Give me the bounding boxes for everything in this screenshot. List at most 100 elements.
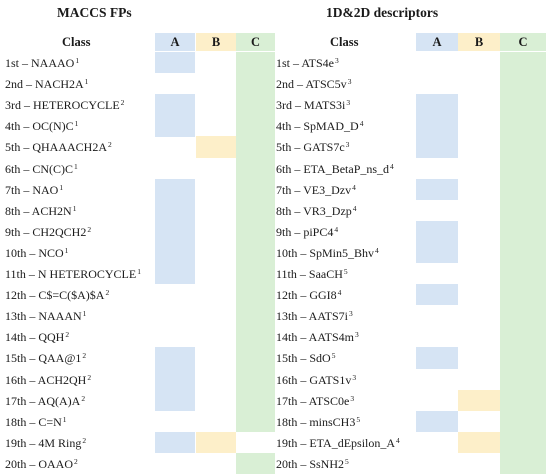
cell-c-marked	[236, 136, 275, 158]
class-label: 18th – C=N	[5, 414, 62, 429]
cell-c-marked	[500, 389, 546, 411]
cell-c-marked	[500, 431, 546, 454]
reference-superscript: 1	[64, 245, 69, 255]
class-label: 12th – C$=C($A)$A	[5, 288, 105, 303]
cell-a-marked	[155, 389, 195, 411]
cell-c-marked	[500, 94, 546, 116]
column-header-class: Class	[62, 35, 91, 49]
class-label: 6th – ETA_BetaP_ns_d	[276, 161, 390, 176]
cell-c-marked	[500, 199, 546, 222]
class-row: 14th – AATS4m3	[276, 327, 359, 347]
reference-superscript: 4	[390, 161, 394, 171]
reference-superscript: 5	[345, 456, 349, 466]
reference-superscript: 1	[137, 267, 141, 276]
reference-superscript: 1	[84, 77, 89, 87]
reference-superscript: 5	[331, 351, 336, 361]
reference-superscript: 4	[375, 245, 379, 255]
cell-c-marked	[236, 52, 275, 74]
cell-a-marked	[155, 52, 195, 74]
cell-c-marked	[500, 347, 546, 369]
class-row: 13th – AATS7i3	[276, 306, 353, 326]
cell-a-marked	[416, 178, 458, 200]
reference-superscript: 4	[396, 435, 400, 445]
class-row: 17th – AQ(A)A2	[5, 391, 85, 411]
class-row: 10th – SpMin5_Bhv4	[276, 243, 379, 263]
cell-c-marked	[500, 136, 546, 158]
class-label: 20th – SsNH2	[276, 456, 345, 471]
cell-c-marked	[236, 73, 275, 95]
cell-c-marked	[236, 347, 275, 369]
class-label: 2nd – NACH2A	[5, 77, 84, 92]
class-label: 9th – piPC4	[276, 224, 334, 239]
class-label: 16th – GATS1v	[276, 372, 352, 387]
class-label: 8th – VR3_Dzp	[276, 203, 352, 218]
reference-superscript: 4	[359, 119, 364, 129]
cell-c-marked	[236, 263, 275, 285]
cell-c-marked	[236, 220, 275, 243]
cell-c-marked	[500, 410, 546, 433]
cell-c-marked	[500, 263, 546, 285]
reference-superscript: 5	[356, 414, 361, 424]
cell-a-marked	[155, 199, 195, 222]
class-row: 14th – QQH2	[5, 327, 69, 347]
class-row: 3rd – MATS3i3	[276, 95, 350, 115]
class-label: 11th – N HETEROCYCLE	[5, 267, 137, 281]
class-row: 1st – ATS4e3	[276, 53, 339, 73]
cell-a-marked	[416, 284, 458, 306]
cell-c-marked	[236, 326, 275, 348]
class-row: 1st – NAAAO1	[5, 53, 79, 73]
class-label: 10th – NCO	[5, 245, 64, 260]
column-header-b: B	[458, 33, 500, 51]
cell-a-marked	[155, 115, 195, 137]
class-row: 10th – NCO1	[5, 243, 68, 263]
cell-c-marked	[236, 241, 275, 264]
class-label: 4th – SpMAD_D	[276, 119, 359, 134]
class-label: 6th – CN(C)C	[5, 161, 74, 176]
column-header-b: B	[196, 33, 236, 51]
class-row: 17th – ATSC0e3	[276, 391, 354, 411]
class-label: 14th – QQH	[5, 330, 65, 345]
cell-c-marked	[500, 115, 546, 137]
class-label: 7th – NAO	[5, 182, 59, 197]
reference-superscript: 3	[355, 330, 359, 340]
class-label: 7th – VE3_Dzv	[276, 182, 352, 197]
reference-superscript: 3	[350, 393, 355, 403]
class-label: 19th – ETA_dEpsilon_A	[276, 435, 396, 450]
cell-a-marked	[155, 241, 195, 264]
class-row: 15th – SdO5	[276, 348, 335, 368]
class-row: 15th – QAA@12	[5, 348, 86, 368]
class-label: 5th – QHAAACH2A	[5, 140, 107, 155]
class-label: 4th – OC(N)C	[5, 119, 74, 134]
panel-title: 1D&2D descriptors	[326, 5, 439, 20]
class-label: 19th – 4M Ring	[5, 435, 82, 450]
class-label: 10th – SpMin5_Bhv	[276, 245, 375, 260]
cell-c-marked	[500, 452, 546, 474]
reference-superscript: 4	[352, 182, 356, 192]
class-label: 14th – AATS4m	[276, 330, 355, 345]
class-row: 9th – piPC44	[276, 222, 338, 242]
cell-a-marked	[416, 347, 458, 369]
reference-superscript: 2	[82, 435, 87, 445]
cell-a-marked	[155, 347, 195, 369]
class-label: 20th – OAAO	[5, 456, 73, 471]
class-row: 2nd – ATSC5v3	[276, 74, 351, 94]
cell-a-marked	[155, 94, 195, 116]
reference-superscript: 1	[62, 414, 67, 424]
reference-superscript: 3	[352, 372, 357, 382]
cell-c-marked	[500, 305, 546, 327]
reference-superscript: 3	[345, 140, 350, 150]
reference-superscript: 2	[87, 372, 92, 382]
reference-superscript: 2	[105, 288, 110, 298]
cell-a-marked	[155, 178, 195, 200]
class-row: 4th – SpMAD_D4	[276, 116, 363, 136]
class-row: 12th – C$=C($A)$A2	[5, 285, 109, 305]
cell-c-marked	[236, 410, 275, 433]
class-label: 15th – SdO	[276, 351, 331, 366]
class-label: 13th – AATS7i	[276, 309, 349, 324]
reference-superscript: 3	[335, 56, 339, 65]
class-row: 13th – NAAAN1	[5, 306, 86, 326]
cell-c-marked	[236, 178, 275, 200]
class-label: 12th – GGI8	[276, 288, 337, 303]
class-row: 16th – GATS1v3	[276, 370, 356, 390]
